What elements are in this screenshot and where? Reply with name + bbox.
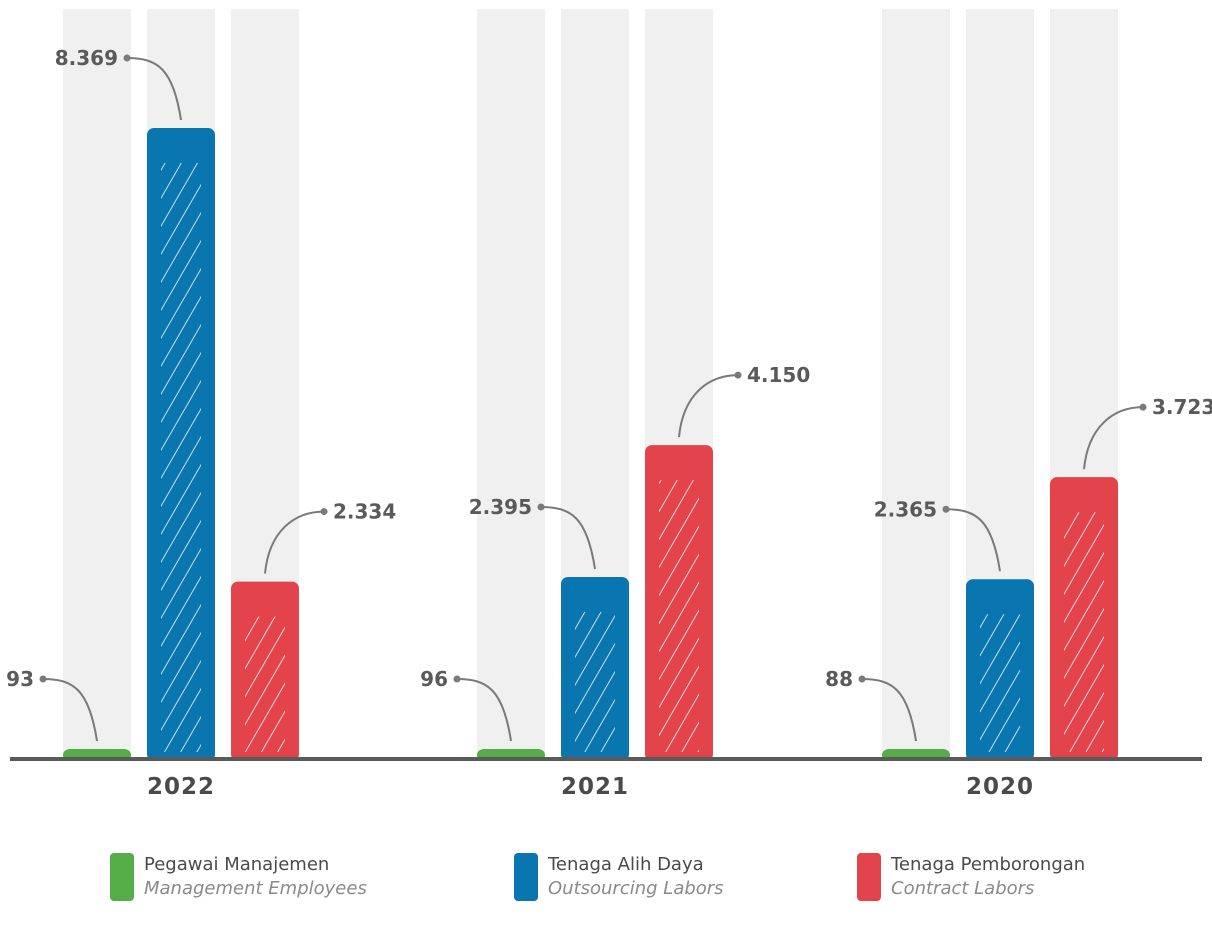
category-labels-layer: 2022 2021 2020 <box>147 774 1034 800</box>
leader-dot <box>453 675 461 683</box>
value-label: 8.369 <box>55 46 118 70</box>
bar-2022-3 <box>231 581 299 761</box>
value-label: 2.365 <box>874 497 937 521</box>
leader-dot <box>537 503 545 511</box>
value-labels-layer: 93 8.369 2.334 96 2.395 4.150 88 2.365 3.723 <box>6 46 1212 691</box>
background-band <box>882 9 950 757</box>
background-band <box>63 9 131 757</box>
category-label-2022: 2022 <box>147 774 215 800</box>
legend-label-en: Management Employees <box>144 878 367 899</box>
bar-2021-3 <box>645 445 713 761</box>
legend-item-outsourcing: Tenaga Alih Daya Outsourcing Labors <box>514 853 724 903</box>
value-label: 88 <box>825 667 853 691</box>
leader-dot <box>1139 403 1147 411</box>
value-label: 93 <box>6 667 34 691</box>
leader-line <box>861 678 917 742</box>
legend-item-management: Pegawai Manajemen Management Employees <box>110 853 367 903</box>
category-label-2021: 2021 <box>561 774 629 800</box>
value-label: 3.723 <box>1152 395 1212 419</box>
leader-line <box>126 57 182 121</box>
bar-hatch <box>161 163 201 752</box>
bars-layer <box>63 128 1118 761</box>
leader-line <box>678 374 739 438</box>
bar-hatch <box>1064 512 1104 752</box>
value-label: 2.395 <box>469 495 532 519</box>
bar-2020-2 <box>966 579 1034 761</box>
legend-label: Tenaga Pemborongan <box>891 854 1086 875</box>
legend-swatch-contract <box>857 853 881 901</box>
legend-label: Tenaga Alih Daya <box>548 854 704 875</box>
leader-line <box>456 678 512 742</box>
leader-dot <box>39 675 47 683</box>
legend-swatch-outsourcing <box>514 853 538 901</box>
legend-label-en: Outsourcing Labors <box>548 878 724 899</box>
leader-dot <box>858 675 866 683</box>
leader-line <box>1083 406 1144 470</box>
legend-swatch-management <box>110 853 134 901</box>
bar-hatch <box>575 611 615 752</box>
leader-line <box>945 508 1001 572</box>
legend-item-contract: Tenaga Pemborongan Contract Labors <box>857 853 1085 903</box>
leader-lines-layer <box>39 54 1147 742</box>
category-label-2020: 2020 <box>966 774 1034 800</box>
bar-hatch <box>659 480 699 752</box>
leader-line <box>540 505 596 570</box>
leader-dot <box>320 508 328 516</box>
leader-line <box>264 510 325 574</box>
legend-label-en: Contract Labors <box>891 878 1035 899</box>
bar-2020-3 <box>1050 477 1118 761</box>
bar-hatch <box>245 616 285 752</box>
leader-dot <box>123 54 131 62</box>
value-label: 4.150 <box>747 363 810 387</box>
leader-line <box>42 678 98 742</box>
bar-2022-2 <box>147 128 215 761</box>
legend-label: Pegawai Manajemen <box>144 854 330 875</box>
leader-dot <box>734 371 742 379</box>
value-label: 2.334 <box>333 500 396 524</box>
bar-2021-2 <box>561 576 629 761</box>
bar-hatch <box>980 614 1020 752</box>
value-label: 96 <box>420 667 448 691</box>
background-band <box>477 9 545 757</box>
leader-dot <box>942 505 950 513</box>
